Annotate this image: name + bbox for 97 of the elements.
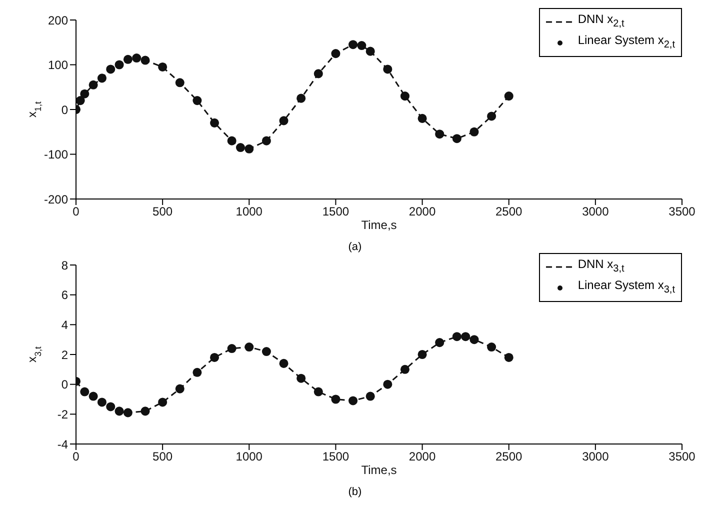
point	[97, 398, 106, 407]
point	[132, 54, 142, 63]
x-tick-label: 1000	[236, 204, 263, 219]
point	[227, 136, 236, 146]
y-tick-label: 8	[61, 258, 68, 272]
x-tick-label: 500	[152, 204, 173, 219]
legend-label: DNN x$_{3,t}$	[578, 257, 624, 274]
point	[296, 94, 306, 103]
y-tick-label: 0	[61, 378, 68, 392]
point	[487, 342, 496, 352]
x-tick-label: 2500	[496, 204, 523, 219]
point	[470, 335, 479, 344]
x-tick-label: 0	[72, 204, 80, 219]
point	[348, 40, 358, 50]
point	[331, 49, 340, 58]
x-axis-title: Time,s	[361, 218, 397, 232]
point	[314, 387, 323, 396]
point	[123, 54, 132, 64]
point	[106, 402, 116, 412]
point	[366, 392, 375, 401]
y-tick-label: -200	[44, 192, 68, 206]
point	[80, 89, 90, 98]
point	[435, 338, 444, 348]
y-tick-label: 100	[48, 58, 68, 72]
point	[504, 352, 514, 362]
point	[314, 69, 323, 78]
x-tick-label: 2500	[496, 450, 523, 464]
point	[175, 384, 184, 394]
x-tick-label: 500	[152, 450, 173, 464]
point	[140, 56, 150, 65]
point	[106, 64, 116, 74]
point	[175, 78, 184, 88]
point	[400, 92, 410, 101]
point	[88, 392, 98, 401]
y-tick-label: 6	[61, 288, 68, 302]
point	[487, 112, 496, 121]
x-tick-label: 3500	[668, 204, 696, 219]
x-tick-label: 3000	[582, 204, 610, 219]
point	[435, 130, 444, 139]
point	[80, 387, 90, 396]
point	[158, 62, 168, 72]
text: (a)	[347, 241, 363, 253]
point	[262, 136, 271, 146]
point	[140, 406, 150, 416]
x-tick-label: 2000	[408, 204, 436, 219]
legend-label: Linear System x$_{2,t}$	[578, 33, 675, 51]
point	[331, 394, 340, 404]
x-tick-label: 1500	[322, 204, 350, 219]
point	[114, 406, 124, 416]
point	[348, 396, 358, 406]
point	[470, 127, 479, 136]
point	[383, 380, 392, 389]
point	[244, 342, 254, 352]
point	[114, 60, 124, 70]
point	[97, 74, 106, 83]
text: (b)	[347, 486, 363, 498]
x-tick-label: 3000	[582, 450, 610, 464]
point	[452, 134, 462, 144]
point	[504, 92, 514, 101]
y-tick-label: 2	[61, 348, 68, 362]
x-tick-label: 1500	[322, 450, 350, 464]
point	[452, 332, 462, 342]
point	[418, 114, 427, 123]
point	[236, 143, 245, 152]
y-tick-label: -4	[57, 437, 68, 452]
point	[244, 144, 254, 154]
point	[357, 41, 366, 50]
point	[296, 374, 306, 383]
x-tick-label: 1000	[236, 450, 263, 464]
point	[279, 358, 288, 368]
point	[123, 408, 132, 418]
y-tick-label: 200	[48, 13, 68, 28]
point	[192, 96, 202, 106]
y-tick-label: -2	[57, 407, 68, 422]
point	[366, 46, 375, 56]
point	[210, 352, 220, 362]
point	[383, 64, 392, 74]
x-axis-title: Time,s	[361, 463, 397, 477]
point	[158, 398, 168, 407]
legend-label: Linear System x$_{3,t}$	[578, 278, 675, 296]
y-tick-label: -100	[44, 148, 68, 162]
x-tick-label: 3500	[668, 450, 696, 464]
point	[88, 80, 98, 90]
point	[262, 347, 271, 356]
point	[279, 116, 288, 126]
point	[227, 344, 236, 354]
y-tick-label: 0	[61, 102, 68, 117]
point	[192, 368, 202, 377]
point	[418, 350, 427, 360]
x-tick-label: 0	[72, 450, 80, 464]
point	[400, 364, 410, 374]
point	[76, 96, 85, 106]
y-tick-label: 4	[61, 318, 68, 332]
x-tick-label: 2000	[408, 450, 436, 464]
point	[461, 332, 470, 342]
point	[210, 118, 220, 128]
legend-label: DNN x$_{2,t}$	[578, 12, 624, 30]
